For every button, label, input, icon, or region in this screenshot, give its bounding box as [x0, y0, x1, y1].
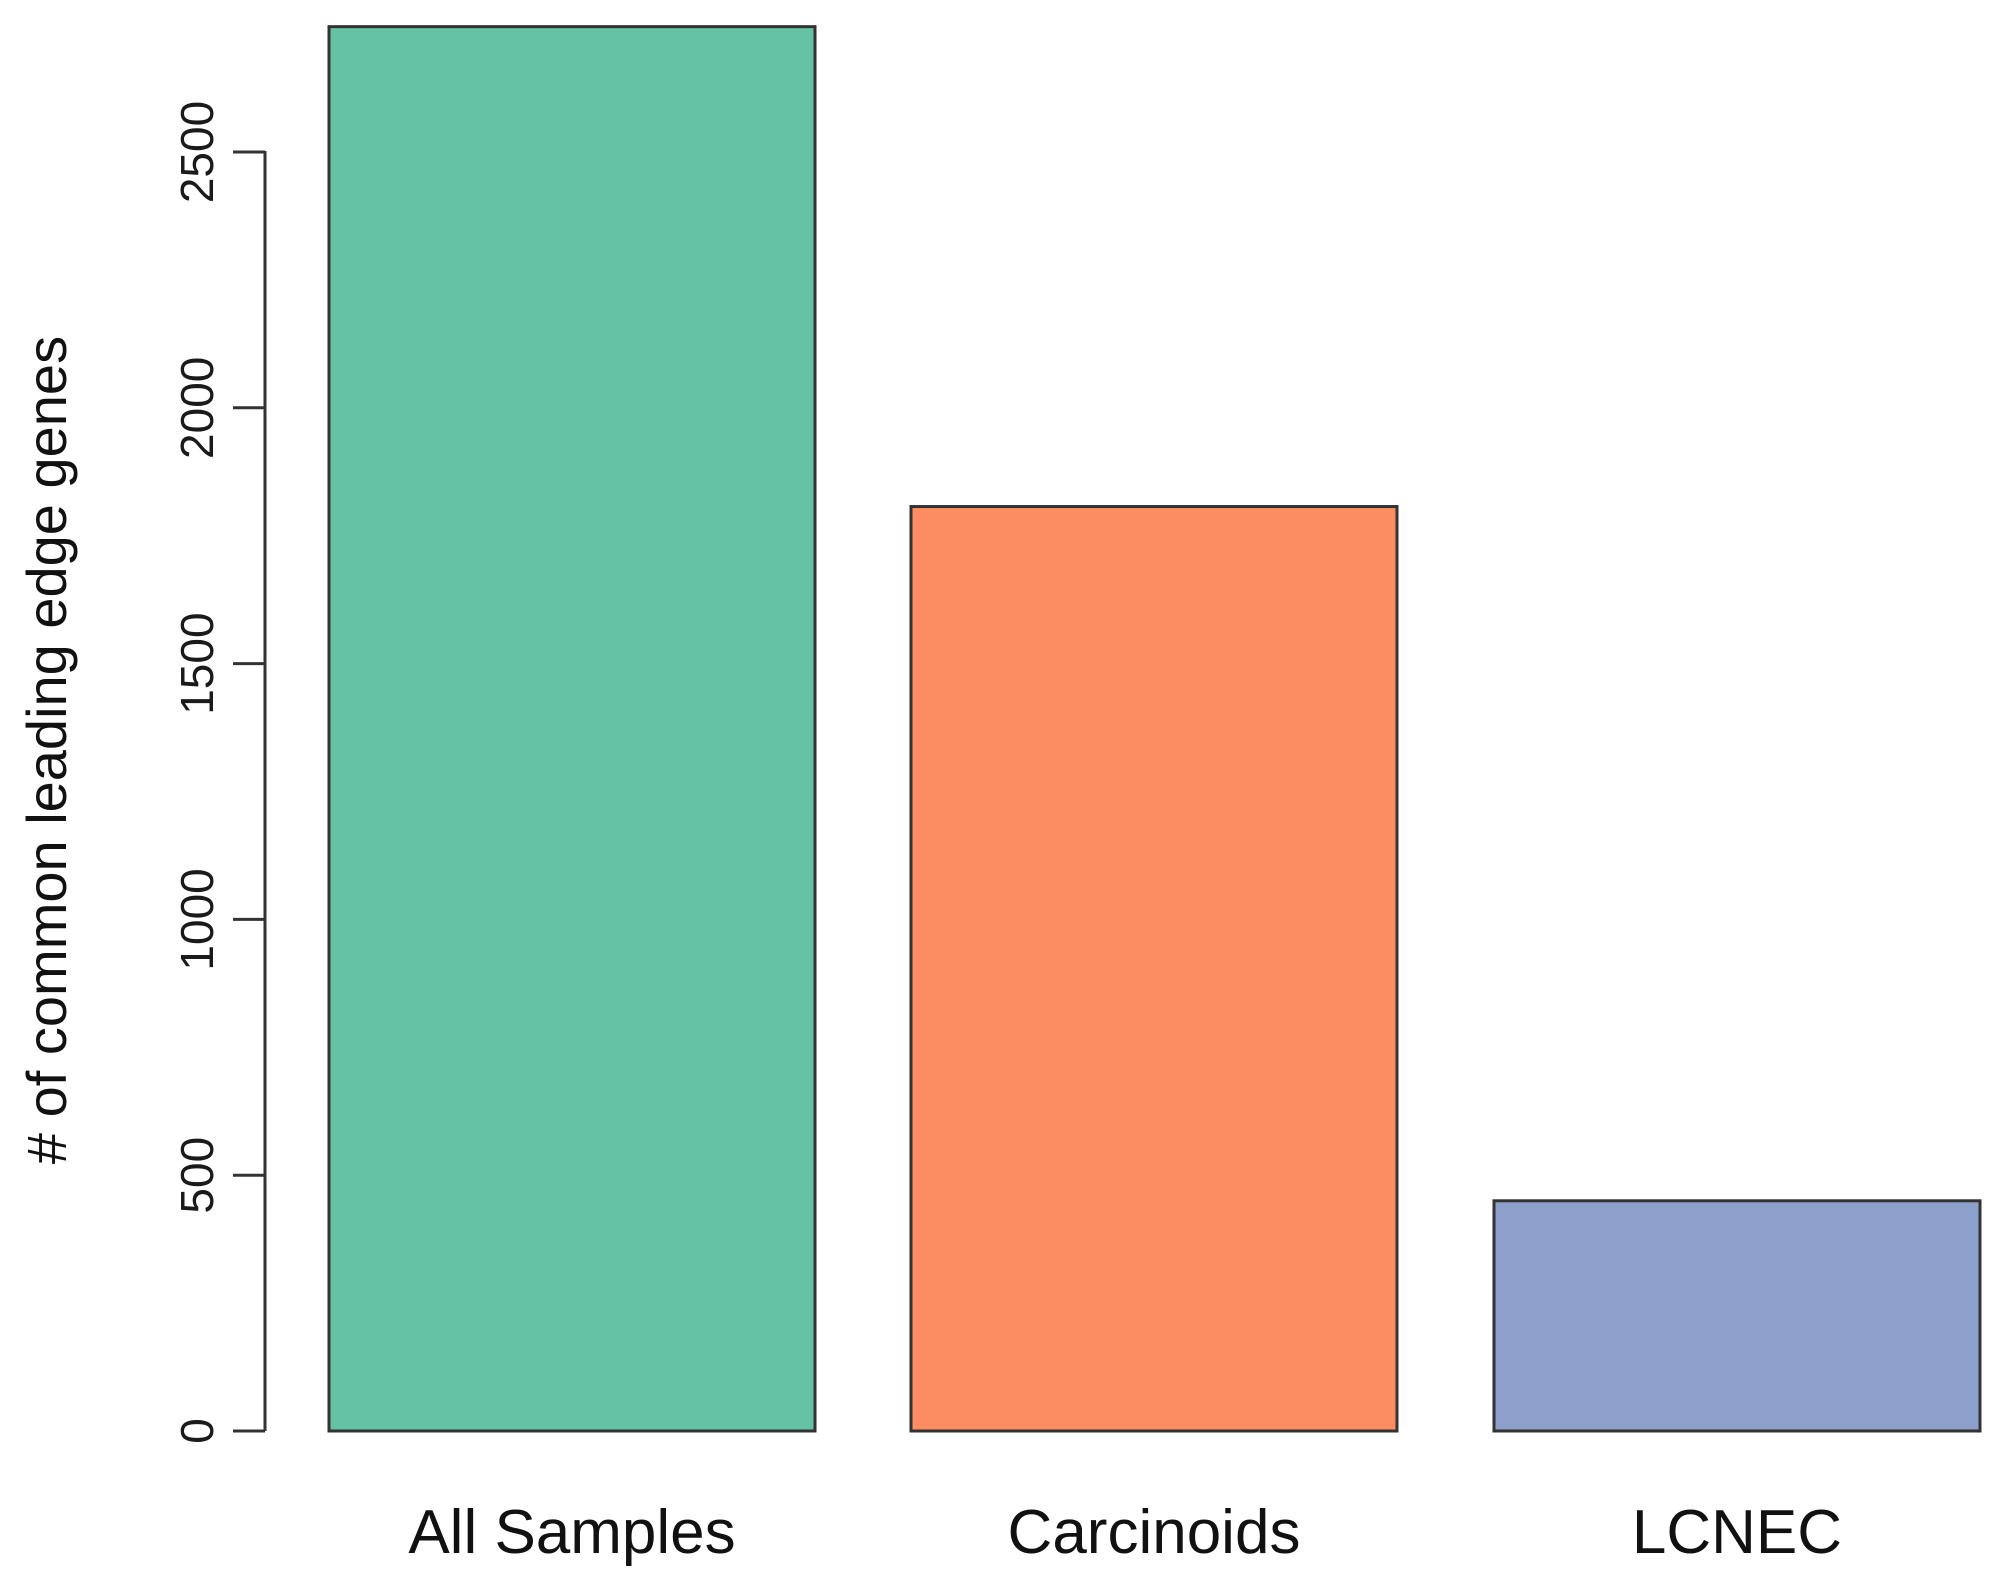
x-labels: All Samples Carcinoids LCNEC [408, 1498, 1842, 1567]
y-tick-label: 2500 [171, 101, 223, 203]
y-ticks: 0 500 1000 1500 2000 2500 [171, 101, 265, 1444]
x-category-label: All Samples [408, 1498, 735, 1567]
y-tick-label: 1000 [171, 868, 223, 970]
y-tick-label: 0 [171, 1418, 223, 1444]
x-category-label: Carcinoids [1008, 1498, 1301, 1567]
y-tick-label: 1500 [171, 612, 223, 714]
bar-carcinoids [909, 505, 1399, 1433]
y-tick-label: 2000 [171, 357, 223, 459]
y-axis: 0 500 1000 1500 2000 2500 [171, 101, 267, 1444]
y-tick-label: 500 [171, 1137, 223, 1214]
bars [327, 25, 1982, 1433]
bar-lcnec [1492, 1199, 1982, 1433]
x-category-label: LCNEC [1632, 1498, 1842, 1567]
bar-all-samples [327, 25, 817, 1433]
y-axis-title: # of common leading edge genes [15, 336, 78, 1164]
